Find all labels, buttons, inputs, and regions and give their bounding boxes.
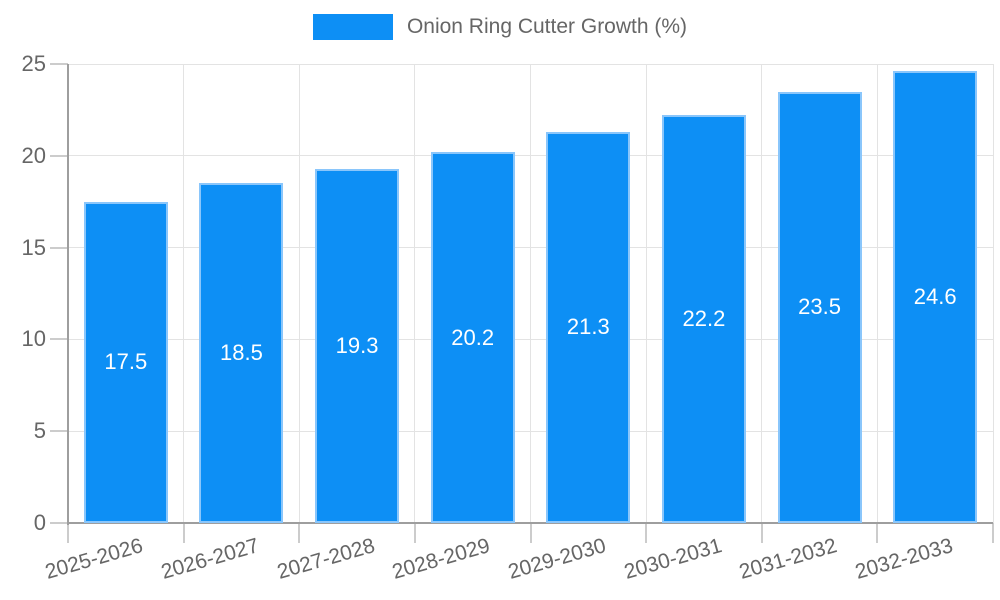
- x-gridline: [298, 64, 300, 523]
- x-axis-tick-label: 2029-2030: [505, 534, 609, 584]
- y-axis-tick-label: 25: [21, 51, 46, 76]
- bar[interactable]: 21.3: [546, 131, 631, 523]
- y-axis-tick-label: 0: [33, 510, 46, 535]
- x-axis-tick-label: 2031-2032: [736, 534, 840, 584]
- bar-value-label: 17.5: [104, 349, 148, 375]
- x-gridline: [992, 64, 994, 523]
- y-tick-mark: [50, 338, 68, 341]
- bar-value-label: 18.5: [220, 340, 263, 366]
- x-tick-mark: [182, 523, 185, 543]
- y-axis-tick-label: 20: [21, 142, 46, 168]
- y-axis-tick-label: 5: [33, 418, 46, 444]
- bar-value-label: 19.3: [335, 332, 379, 358]
- bar-value-label: 22.2: [682, 306, 726, 332]
- y-tick-mark: [50, 522, 68, 524]
- bar-value-label: 21.3: [566, 314, 610, 340]
- y-axis-tick-label: 10: [21, 326, 46, 352]
- x-gridline: [183, 64, 185, 523]
- bar[interactable]: 24.6: [893, 71, 978, 523]
- y-axis-tick-label: 15: [21, 234, 46, 260]
- y-tick-mark: [50, 63, 68, 65]
- x-tick-mark: [876, 523, 879, 543]
- bar[interactable]: 20.2: [430, 152, 515, 523]
- x-tick-mark: [413, 523, 416, 543]
- y-axis-line: [67, 64, 69, 525]
- legend-swatch: [312, 14, 393, 40]
- x-axis-tick-label: 2030-2031: [621, 534, 725, 584]
- bar-value-label: 20.2: [451, 324, 495, 350]
- x-axis-tick-label: 2027-2028: [274, 534, 378, 584]
- chart-legend[interactable]: Onion Ring Cutter Growth (%): [0, 14, 1000, 40]
- x-axis-line: [68, 522, 993, 524]
- y-tick-mark: [50, 246, 68, 249]
- x-axis-tick-label: 2026-2027: [158, 534, 262, 584]
- x-tick-mark: [760, 523, 763, 543]
- bar[interactable]: 19.3: [315, 168, 400, 523]
- x-axis-tick-label: 2025-2026: [42, 534, 146, 584]
- x-tick-mark: [298, 523, 301, 543]
- x-gridline: [761, 64, 763, 523]
- x-gridline: [530, 64, 531, 523]
- x-gridline: [645, 64, 647, 523]
- x-tick-mark: [67, 523, 69, 543]
- bar[interactable]: 17.5: [83, 201, 168, 523]
- legend-label: Onion Ring Cutter Growth (%): [406, 15, 688, 38]
- bar-value-label: 24.6: [913, 284, 957, 310]
- x-tick-mark: [529, 523, 532, 543]
- x-axis-tick-label: 2028-2029: [389, 534, 493, 584]
- bar[interactable]: 23.5: [777, 91, 862, 523]
- bar[interactable]: 22.2: [661, 115, 746, 523]
- x-tick-mark: [992, 523, 994, 543]
- x-tick-mark: [645, 523, 648, 543]
- x-axis-tick-label: 2032-2033: [852, 534, 956, 584]
- bar-value-label: 23.5: [798, 294, 841, 320]
- x-gridline: [414, 64, 416, 523]
- x-gridline: [876, 64, 878, 523]
- y-tick-mark: [50, 154, 68, 157]
- y-tick-mark: [50, 430, 68, 433]
- bar[interactable]: 18.5: [199, 183, 284, 523]
